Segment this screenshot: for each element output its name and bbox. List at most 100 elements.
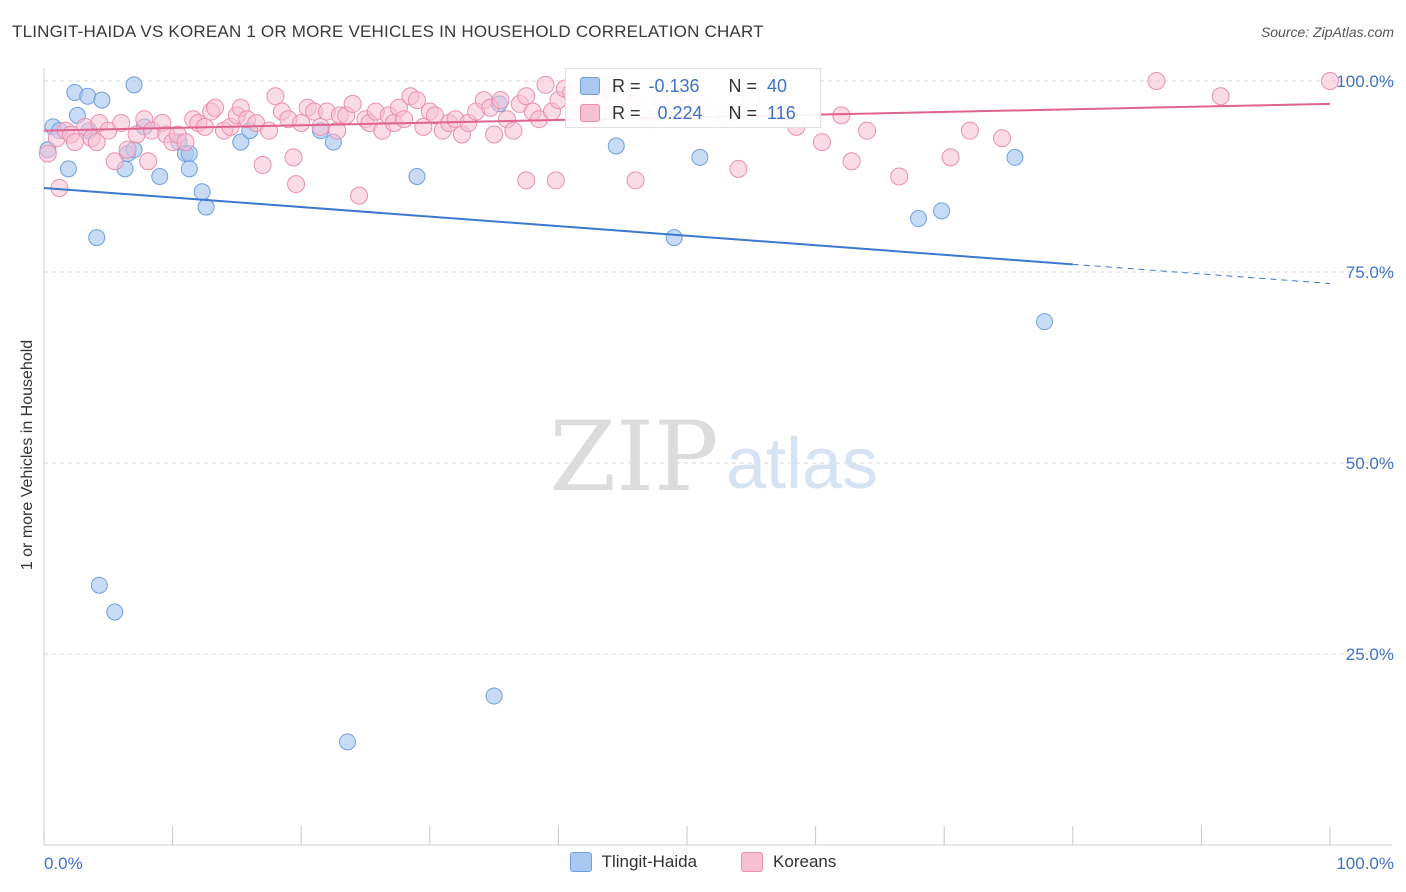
stats-box: R = -0.136 N = 40 R = 0.224 N = 116 — [565, 68, 821, 128]
tlingit-haida-point — [197, 198, 215, 216]
tlingit-haida-point — [125, 76, 143, 94]
stats-r-label: R = — [612, 102, 641, 123]
korean-point — [287, 175, 306, 194]
korean-point — [176, 133, 195, 152]
x-tick-label-end: 100.0% — [1336, 854, 1394, 873]
tlingit-haida-point — [485, 687, 503, 705]
korean-point — [517, 87, 536, 106]
watermark-atlas: atlas — [726, 424, 878, 504]
korean-point — [395, 110, 414, 129]
korean-point — [260, 121, 279, 140]
korean-point — [38, 144, 57, 163]
tlingit-haida-point — [933, 202, 951, 220]
tlingit-haida-point — [193, 183, 211, 201]
korean-point — [858, 121, 877, 140]
tlingit-haida-point — [1006, 148, 1024, 166]
korean-point — [87, 133, 106, 152]
watermark-zip: ZIP — [549, 401, 718, 513]
grid-lines — [44, 80, 1392, 655]
tlingit-haida-point — [909, 210, 927, 228]
y-axis-title: 1 or more Vehicles in Household — [19, 339, 36, 571]
chart-title: TLINGIT-HAIDA VS KOREAN 1 OR MORE VEHICL… — [12, 22, 764, 41]
tlingit-haida-point — [90, 576, 108, 594]
tlingit-haida-point — [79, 87, 97, 105]
korean-point — [1321, 72, 1339, 90]
korean-point — [105, 152, 124, 171]
korean-point — [536, 75, 555, 94]
stats-n-value-tlingit-haida: 40 — [767, 75, 788, 96]
tlingit-haida-point — [180, 160, 198, 178]
axes — [43, 68, 1392, 846]
korean-point — [842, 152, 861, 171]
legend-swatch-tlingit-haida — [569, 852, 592, 872]
korean-point — [832, 106, 851, 125]
korean-point — [890, 167, 909, 186]
y-tick-label-3: 75.0% — [1346, 263, 1394, 282]
legend: Tlingit-Haida Koreans — [0, 852, 1406, 872]
korean-point — [485, 125, 504, 144]
trend-line-tlingit-haida — [43, 186, 1073, 266]
korean-point — [284, 148, 303, 167]
legend-item-tlingit-haida[interactable]: Tlingit-Haida — [569, 852, 698, 872]
korean-point — [139, 152, 158, 171]
tlingit-haida-point — [665, 229, 683, 247]
korean-point — [960, 121, 979, 140]
stats-n-value-koreans: 116 — [767, 102, 796, 123]
korean-point — [425, 106, 444, 125]
legend-label-koreans: Koreans — [773, 852, 837, 871]
tlingit-haida-point — [408, 168, 426, 185]
korean-point — [118, 140, 137, 159]
korean-point — [350, 186, 369, 205]
tlingit-haida-point — [1036, 313, 1054, 331]
korean-point — [407, 91, 426, 110]
korean-point — [292, 114, 311, 133]
y-tick-label-4: 100.0% — [1336, 72, 1394, 91]
stats-swatch-tlingit-haida — [580, 77, 600, 95]
stats-r-value-tlingit-haida: -0.136 — [648, 75, 700, 96]
korean-point — [941, 148, 960, 167]
tlingit-haida-point — [88, 229, 106, 247]
y-tick-label-1: 25.0% — [1346, 645, 1394, 664]
x-tick-label-start: 0.0% — [44, 854, 83, 873]
korean-point — [1211, 87, 1230, 106]
tlingit-haida-point — [93, 91, 111, 109]
tlingit-haida-point — [338, 733, 356, 751]
stats-n-label: N = — [728, 102, 758, 123]
source-label: Source: ZipAtlas.com — [1260, 24, 1394, 40]
stats-r-label: R = — [612, 75, 641, 96]
tlingit-haida-point — [607, 137, 625, 155]
tick-labels: 25.0% 50.0% 75.0% 100.0% 0.0% 100.0% — [44, 72, 1394, 873]
korean-point — [343, 94, 362, 113]
legend-label-tlingit-haida: Tlingit-Haida — [601, 852, 698, 871]
tlingit-haida-point — [59, 160, 77, 178]
legend-swatch-koreans — [741, 852, 764, 872]
korean-point — [546, 171, 565, 190]
stats-r-value-koreans: 0.224 — [657, 102, 703, 123]
korean-point — [112, 114, 131, 133]
stats-row-koreans: R = 0.224 N = 116 — [580, 100, 796, 126]
korean-point — [1147, 72, 1166, 90]
legend-item-koreans[interactable]: Koreans — [741, 852, 836, 872]
korean-point — [993, 129, 1012, 148]
korean-point — [491, 91, 510, 110]
stats-row-tlingit-haida: R = -0.136 N = 40 — [580, 73, 787, 99]
korean-point — [253, 156, 272, 175]
tlingit-haida-point — [106, 603, 124, 621]
korean-point — [626, 171, 645, 190]
trend-line-tlingit-haida-extension — [1072, 263, 1331, 284]
tlingit-haida-point — [232, 133, 250, 151]
korean-point — [517, 171, 536, 190]
y-tick-label-2: 50.0% — [1346, 454, 1394, 473]
korean-point — [311, 117, 330, 136]
tlingit-haida-point — [151, 168, 169, 185]
korean-point — [813, 133, 832, 152]
stats-n-label: N = — [728, 75, 758, 96]
korean-point — [206, 98, 225, 117]
tlingit-haida-point — [691, 148, 709, 166]
korean-point — [65, 133, 84, 152]
korean-point — [729, 159, 748, 178]
stats-swatch-koreans — [580, 104, 600, 122]
korean-point — [266, 87, 285, 106]
korean-point — [504, 121, 523, 140]
